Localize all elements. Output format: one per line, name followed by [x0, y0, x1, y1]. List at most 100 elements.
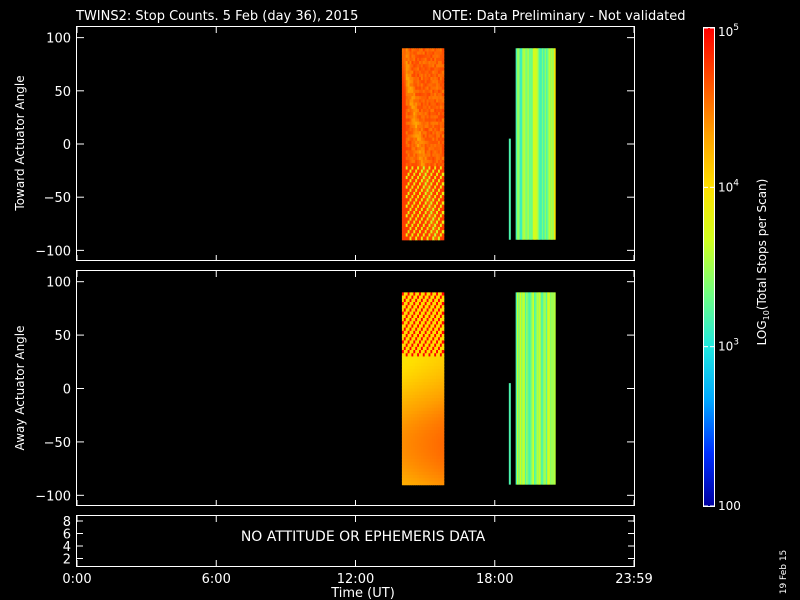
- toward-heatmap-cell: [424, 147, 428, 151]
- toward-heatmap-cell: [434, 86, 437, 91]
- away-heatmap-stripe: [528, 292, 531, 485]
- toward-heatmap-cell: [428, 89, 431, 94]
- away-heatmap-cell: [413, 475, 416, 479]
- away-heatmap-cell: [403, 385, 407, 390]
- away-heatmap-cell: [439, 449, 443, 454]
- toward-heatmap-cell: [434, 96, 437, 100]
- toward-heatmap-cell: [419, 134, 422, 139]
- away-heatmap-cell: [401, 366, 405, 370]
- toward-heatmap-cell: [420, 108, 424, 113]
- away-heatmap-cell: [424, 340, 428, 345]
- away-heatmap-cell: [420, 385, 424, 390]
- toward-heatmap-cell: [441, 150, 445, 155]
- away-heatmap-cell: [426, 407, 430, 412]
- away-heatmap-cell: [441, 401, 445, 406]
- away-heatmap-cell: [403, 462, 407, 467]
- toward-heatmap-cell: [428, 57, 431, 62]
- away-heatmap-cell: [437, 359, 441, 364]
- away-heatmap-cell: [417, 426, 420, 431]
- toward-heatmap-cell: [409, 163, 413, 167]
- away-heatmap-cell: [419, 433, 422, 438]
- away-heatmap-cell: [432, 305, 435, 309]
- toward-heatmap-cell: [424, 185, 428, 190]
- toward-heatmap-cell: [401, 172, 405, 177]
- away-heatmap-cell: [437, 298, 441, 303]
- away-heatmap-cell: [403, 378, 407, 383]
- toward-heatmap-cell: [409, 67, 413, 72]
- toward-y-tick-label: −50: [44, 191, 71, 206]
- toward-heatmap-cell: [439, 223, 443, 228]
- away-heatmap-cell: [434, 305, 437, 309]
- away-heatmap-cell: [403, 404, 407, 409]
- away-heatmap-cell: [439, 391, 443, 396]
- away-heatmap-cell: [407, 462, 411, 467]
- away-y-tick-label: −100: [35, 489, 71, 504]
- toward-heatmap-cell: [426, 195, 430, 199]
- toward-heatmap-cell: [413, 207, 416, 212]
- away-heatmap-cell: [436, 346, 439, 351]
- away-heatmap-cell: [420, 452, 424, 457]
- away-heatmap-cell: [422, 327, 426, 332]
- away-heatmap-cell: [401, 478, 405, 483]
- toward-heatmap-cell: [432, 195, 435, 199]
- away-heatmap-cell: [420, 471, 424, 476]
- toward-heatmap-cell: [401, 70, 405, 75]
- away-heatmap-cell: [439, 417, 443, 422]
- toward-heatmap-cell: [430, 112, 433, 116]
- toward-heatmap-cell: [424, 115, 428, 120]
- toward-heatmap-cell: [432, 188, 435, 193]
- toward-heatmap-cell: [422, 166, 426, 171]
- away-heatmap-cell: [441, 423, 445, 428]
- toward-heatmap-cell: [403, 150, 407, 155]
- away-heatmap-cell: [407, 298, 411, 303]
- toward-heatmap-stripe: [547, 48, 550, 240]
- toward-heatmap-cell: [437, 86, 441, 91]
- toward-heatmap-cell: [422, 207, 426, 212]
- away-heatmap-cell: [426, 398, 430, 402]
- toward-heatmap-cell: [420, 179, 424, 183]
- away-heatmap-cell: [428, 321, 431, 326]
- away-heatmap-cell: [401, 298, 405, 303]
- away-heatmap-cell: [422, 359, 426, 364]
- away-heatmap-stripe: [549, 292, 552, 485]
- away-heatmap-cell: [411, 455, 414, 460]
- away-heatmap-cell: [441, 324, 445, 329]
- away-heatmap-cell: [420, 446, 424, 450]
- away-heatmap-cell: [419, 362, 422, 367]
- away-heatmap-cell: [401, 481, 405, 486]
- away-heatmap-cell: [411, 311, 414, 316]
- away-heatmap-cell: [422, 366, 426, 370]
- away-heatmap-cell: [434, 449, 437, 454]
- away-heatmap-cell: [422, 362, 426, 367]
- toward-heatmap-cell: [403, 86, 407, 91]
- away-heatmap-cell: [422, 462, 426, 467]
- toward-heatmap-cell: [417, 124, 420, 129]
- toward-heatmap-cell: [434, 172, 437, 177]
- away-heatmap-cell: [439, 337, 443, 342]
- away-heatmap-cell: [403, 388, 407, 393]
- toward-heatmap-cell: [409, 99, 413, 104]
- away-heatmap-cell: [401, 337, 405, 342]
- toward-heatmap-cell: [403, 76, 407, 81]
- toward-heatmap-cell: [439, 226, 443, 231]
- away-heatmap-cell: [401, 295, 405, 300]
- away-heatmap-cell: [432, 430, 435, 434]
- toward-heatmap-cell: [426, 223, 430, 228]
- toward-heatmap-cell: [430, 204, 433, 209]
- away-heatmap-cell: [441, 468, 445, 473]
- away-heatmap-cell: [413, 468, 416, 473]
- away-heatmap-cell: [419, 311, 422, 316]
- away-heatmap-cell: [405, 481, 409, 486]
- toward-heatmap-cell: [434, 156, 437, 161]
- away-heatmap-cell: [420, 465, 424, 470]
- toward-heatmap-cell: [407, 89, 411, 94]
- away-heatmap-cell: [441, 391, 445, 396]
- away-heatmap-cell: [405, 388, 409, 393]
- away-heatmap-cell: [417, 337, 420, 342]
- toward-heatmap-cell: [407, 233, 411, 238]
- toward-heatmap-cell: [430, 191, 433, 196]
- away-heatmap-cell: [419, 401, 422, 406]
- away-heatmap-cell: [434, 446, 437, 450]
- away-heatmap-cell: [437, 426, 441, 431]
- away-heatmap-cell: [419, 475, 422, 479]
